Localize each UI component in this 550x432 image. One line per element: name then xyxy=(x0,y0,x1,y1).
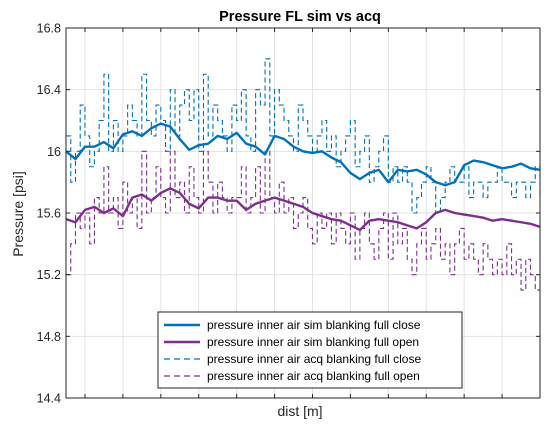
y-tick-label: 15.6 xyxy=(37,207,61,221)
legend-label-4: pressure inner air acq blanking full ope… xyxy=(207,369,420,383)
series-line-4 xyxy=(66,150,540,291)
series-layer xyxy=(65,58,541,291)
y-tick-label: 14.8 xyxy=(37,330,61,344)
series-line-2 xyxy=(65,187,541,232)
y-tick-label: 16 xyxy=(47,145,61,159)
y-tick-label: 16.8 xyxy=(37,22,61,36)
x-axis-label: dist [m] xyxy=(277,403,322,419)
axis-ticks: 14.4 14.8 15.2 15.6 16 16.4 16.8 xyxy=(37,22,541,406)
y-axis-label: Pressure [psi] xyxy=(10,171,26,257)
legend-box xyxy=(157,311,463,389)
y-tick-label: 16.4 xyxy=(37,83,61,97)
y-tick-label: 15.2 xyxy=(37,268,61,282)
legend-label-1: pressure inner air sim blanking full clo… xyxy=(207,318,421,332)
y-axis-label-group: Pressure [psi] xyxy=(10,171,26,257)
legend-label-3: pressure inner air acq blanking full clo… xyxy=(207,352,421,366)
legend: pressure inner air sim blanking full clo… xyxy=(157,311,463,389)
chart-title: Pressure FL sim vs acq xyxy=(219,9,381,25)
legend-label-2: pressure inner air sim blanking full ope… xyxy=(207,335,419,349)
series-line-3 xyxy=(66,58,541,214)
y-tick-label: 14.4 xyxy=(37,392,61,406)
series-line-1 xyxy=(65,122,541,187)
